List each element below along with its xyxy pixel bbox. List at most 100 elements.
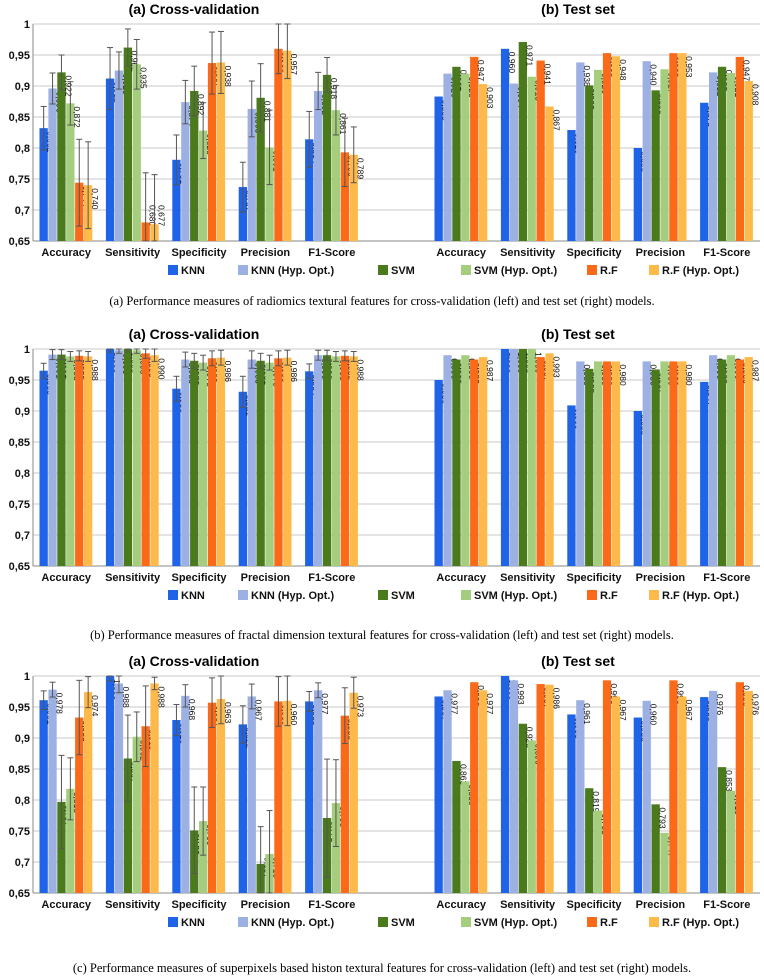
legend-label: KNN: [181, 265, 205, 277]
bar: [283, 50, 292, 241]
y-tick-label: 1: [24, 19, 30, 31]
bar: [576, 62, 585, 241]
data-label: 0,993: [675, 683, 685, 705]
bar: [105, 676, 115, 893]
bar: [726, 72, 736, 241]
bar: [642, 61, 651, 242]
data-label: 0,863: [458, 764, 468, 786]
category-label: F1-Score: [703, 572, 750, 584]
category-label: Specificity: [566, 572, 622, 584]
data-label: 0,986: [289, 361, 299, 383]
data-label: 0,872: [72, 106, 82, 128]
bar: [265, 147, 274, 241]
y-tick-label: 0,8: [15, 468, 30, 480]
y-tick-label: 0,8: [15, 143, 30, 155]
legend-swatch: [238, 917, 248, 927]
bar: [717, 66, 727, 241]
legend-swatch: [649, 265, 659, 275]
y-tick-label: 0,7: [15, 857, 30, 869]
legend-label: SVM (Hyp. Opt.): [474, 590, 557, 602]
data-label: 0,976: [751, 694, 761, 716]
bar: [132, 64, 141, 241]
bar: [216, 62, 226, 241]
bar: [678, 361, 687, 566]
bar: [536, 684, 545, 893]
bar: [669, 361, 678, 566]
bar: [132, 736, 141, 893]
legend-swatch: [649, 590, 659, 600]
bar: [190, 90, 199, 242]
bar: [735, 359, 744, 566]
data-label: 0,853: [724, 770, 734, 792]
bar: [651, 804, 660, 893]
legend-label: SVM (Hyp. Opt.): [474, 265, 557, 277]
data-label: 0,947: [742, 60, 752, 82]
bar: [84, 356, 93, 566]
category-label: F1-Score: [703, 247, 750, 259]
data-label: 0,977: [449, 693, 459, 715]
legend-label: KNN: [181, 917, 205, 929]
bar: [314, 690, 323, 893]
bar: [199, 821, 208, 893]
legend-swatch: [649, 917, 659, 927]
bar: [678, 53, 687, 241]
data-label: 0,940: [649, 64, 659, 86]
y-tick-label: 1: [24, 344, 30, 356]
data-label: 0,986: [223, 361, 233, 383]
category-label: Sensitivity: [500, 572, 556, 584]
y-tick-label: 0,85: [9, 112, 30, 124]
y-tick-label: 0,65: [9, 236, 30, 248]
data-label: 0,680: [147, 205, 157, 227]
category-label: Precision: [241, 247, 291, 259]
bar: [633, 717, 642, 893]
legend-label: KNN (Hyp. Opt.): [251, 917, 334, 929]
category-label: Accuracy: [41, 899, 91, 911]
bar: [199, 130, 208, 241]
data-label: 0,967: [684, 699, 694, 721]
bar: [66, 788, 75, 893]
chart-radiomics: (a) Cross-validation (b) Test set 0,65 0,7 0…: [9, 1, 761, 277]
bar: [132, 350, 141, 566]
panel-title-cv: (a) Cross-validation: [129, 653, 260, 669]
bar: [527, 76, 536, 241]
bar: [150, 355, 159, 566]
bar: [105, 78, 115, 241]
y-tick-label: 1: [24, 671, 30, 683]
data-label: 0,677: [156, 205, 166, 227]
bar: [518, 349, 527, 566]
bar: [75, 355, 84, 566]
bar: [434, 696, 443, 893]
bar: [274, 358, 283, 566]
data-label: 0,962: [130, 51, 140, 73]
bar: [331, 356, 341, 566]
bar: [509, 349, 519, 566]
bar: [470, 359, 479, 566]
bar: [305, 139, 314, 241]
bar: [545, 353, 554, 566]
figure-panel-c: (a) Cross-validation (b) Test set 0,65 0,7 0…: [0, 652, 764, 952]
bar: [479, 690, 488, 893]
bar: [305, 371, 314, 566]
bar: [443, 690, 452, 893]
data-label: 0,988: [356, 359, 366, 381]
bar: [141, 726, 150, 893]
bar: [349, 154, 358, 241]
bar: [256, 360, 265, 566]
data-label: 0,918: [329, 78, 339, 100]
caption-c: (c) Performance measures of superpixels …: [72, 961, 692, 975]
data-label: 0,948: [618, 59, 628, 81]
category-label: Precision: [241, 572, 291, 584]
bar: [39, 370, 48, 566]
bar: [470, 682, 479, 893]
category-label: F1-Score: [703, 899, 750, 911]
legend-swatch: [587, 917, 597, 927]
bar: [199, 362, 208, 566]
bar: [509, 680, 519, 893]
category-label: F1-Score: [308, 247, 355, 259]
bar: [669, 53, 678, 241]
bar: [585, 85, 594, 241]
bar: [633, 148, 642, 241]
bar: [238, 187, 247, 241]
data-label: 0,960: [649, 704, 659, 726]
bar: [602, 680, 612, 893]
